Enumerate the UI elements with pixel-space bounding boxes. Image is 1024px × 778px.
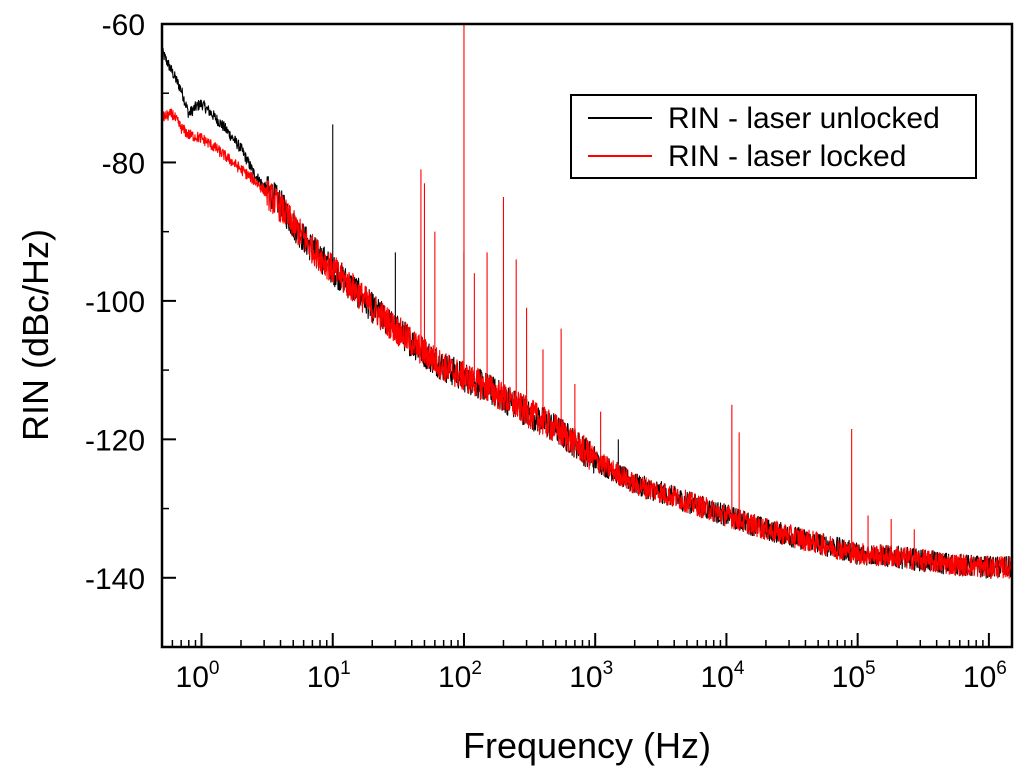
legend-box [570,94,977,179]
plot-frame [160,22,1014,649]
y-tick-label: -60 [102,9,145,42]
y-tick-label: -100 [85,286,145,319]
y-axis-title: RIN (dBc/Hz) [15,229,56,441]
x-tick-label: 100 [176,658,220,694]
x-tick-label: 103 [569,658,613,694]
axis-tick-labels: 100 101 102 103 104 105 106 -60 -80 -100 -120 -140 [85,9,1007,694]
x-tick-label: 105 [832,658,876,694]
y-tick-label: -120 [85,424,145,457]
x-tick-label: 106 [963,658,1007,694]
series-layer [161,24,1013,579]
x-tick-label: 102 [438,658,482,694]
x-tick-label: 104 [700,658,744,694]
x-axis-title: Frequency (Hz) [463,725,711,766]
x-tick-label: 101 [307,658,351,694]
y-tick-label: -80 [102,147,145,180]
legend-label-unlocked: RIN - laser unlocked [668,102,940,135]
legend: RIN - laser unlocked RIN - laser locked [570,94,977,179]
y-tick-label: -140 [85,563,145,596]
series-line-locked [161,24,1013,579]
legend-label-locked: RIN - laser locked [668,140,906,173]
axis-ticks [161,23,990,648]
